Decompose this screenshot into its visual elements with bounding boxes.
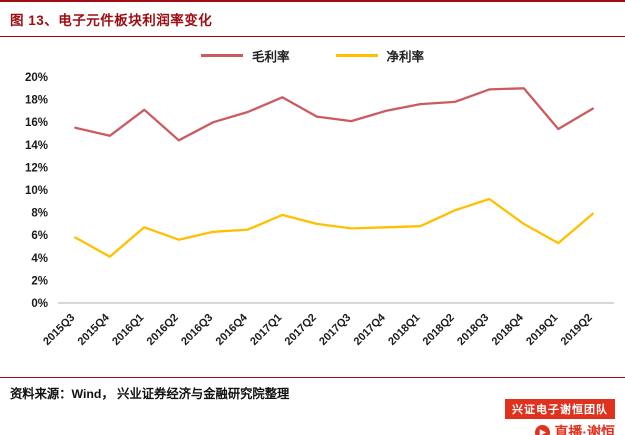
y-axis-tick-label: 8% bbox=[31, 208, 48, 220]
legend-item-0: 毛利率 bbox=[200, 46, 290, 65]
source-label: 资料来源： bbox=[10, 387, 72, 401]
y-axis-tick-label: 10% bbox=[25, 185, 48, 197]
x-axis-tick-label: 2017Q1 bbox=[248, 312, 284, 348]
legend-label: 毛利率 bbox=[251, 49, 290, 64]
gross-margin-line bbox=[74, 87, 594, 142]
x-axis-tick-label: 2019Q2 bbox=[559, 312, 595, 348]
legend-label: 净利率 bbox=[386, 49, 425, 64]
line-chart-svg: 0% 2% 4% 6% 8% 10% 12% 14% 16% 18% 20% 2015Q32015Q4… bbox=[25, 72, 614, 348]
watermark-sub: 直播·谢恒 bbox=[535, 422, 615, 435]
chart-legend: 毛利率 净利率 bbox=[0, 45, 625, 65]
x-axis-tick-label: 2016Q1 bbox=[110, 312, 146, 348]
legend-swatch bbox=[200, 53, 243, 57]
y-axis-tick-label: 16% bbox=[25, 117, 48, 129]
watermark: 兴证电子谢恒团队 直播·谢恒 bbox=[505, 399, 615, 435]
y-axis-tick-label: 12% bbox=[25, 162, 48, 174]
x-axis-tick-label: 2017Q3 bbox=[317, 312, 353, 348]
megaphone-icon-circle bbox=[535, 424, 551, 435]
y-axis-tick-label: 20% bbox=[25, 72, 48, 84]
x-axis-tick-label: 2017Q4 bbox=[352, 311, 389, 348]
legend-item-1: 净利率 bbox=[335, 46, 425, 65]
y-axis-tick-label: 6% bbox=[31, 230, 48, 242]
watermark-badge: 兴证电子谢恒团队 bbox=[505, 399, 615, 419]
y-axis-tick-label: 2% bbox=[31, 275, 48, 287]
legend-swatch bbox=[335, 53, 378, 57]
y-axis-tick-label: 4% bbox=[31, 253, 48, 265]
y-axis-tick-label: 14% bbox=[25, 140, 48, 152]
x-axis-tick-label: 2015Q3 bbox=[41, 312, 77, 348]
y-axis-tick-label: 0% bbox=[31, 298, 48, 310]
x-axis-tick-label: 2018Q1 bbox=[386, 312, 422, 348]
x-axis-tick-label: 2016Q3 bbox=[179, 312, 215, 348]
watermark-sub-text: 直播·谢恒 bbox=[554, 424, 615, 435]
x-axis-tick-label: 2016Q4 bbox=[214, 311, 251, 348]
x-axis-tick-label: 2018Q4 bbox=[490, 311, 527, 348]
x-axis-tick-label: 2015Q4 bbox=[76, 311, 113, 348]
x-axis-tick-label: 2016Q2 bbox=[145, 312, 181, 348]
x-axis-tick-label: 2019Q1 bbox=[524, 312, 560, 348]
figure-footer: 资料来源：Wind， 兴业证券经济与金融研究院整理 bbox=[0, 377, 625, 408]
x-axis-tick-label: 2018Q2 bbox=[421, 312, 457, 348]
net-margin-line bbox=[74, 197, 594, 258]
x-axis-tick-label: 2017Q2 bbox=[283, 312, 319, 348]
megaphone-icon bbox=[535, 424, 551, 435]
x-axis-tick-label: 2018Q3 bbox=[455, 312, 491, 348]
figure-header: 图 13、电子元件板块利润率变化 bbox=[0, 0, 625, 37]
figure-title: 图 13、电子元件板块利润率变化 bbox=[10, 13, 213, 28]
y-axis-tick-label: 18% bbox=[25, 95, 48, 107]
source-text: Wind， 兴业证券经济与金融研究院整理 bbox=[71, 387, 290, 401]
